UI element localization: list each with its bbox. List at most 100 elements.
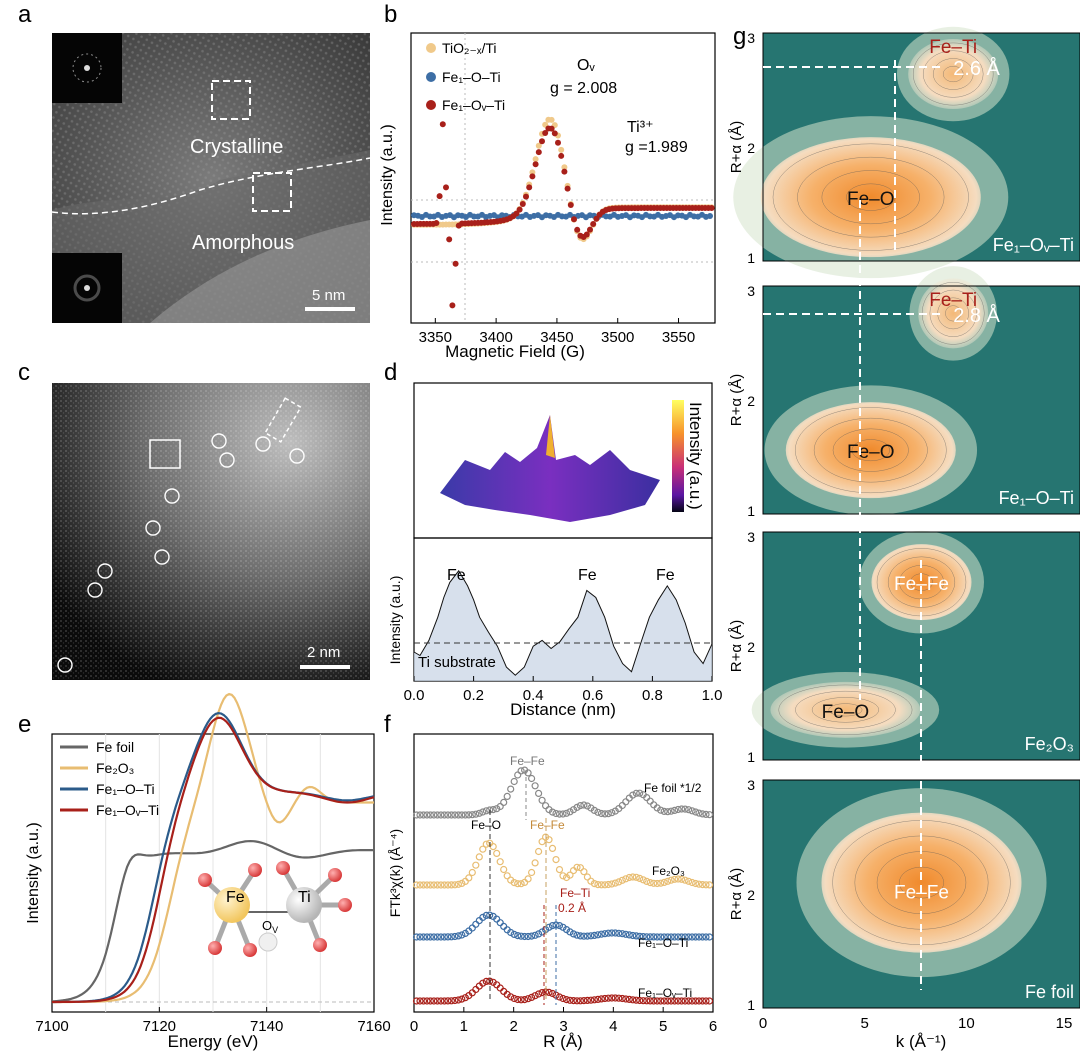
colorbar-label: Intensity (a.u.) <box>686 402 705 510</box>
f-point-fe1oti <box>653 933 661 941</box>
legend-e-4: Fe₁–Oᵥ–Ti <box>96 802 159 818</box>
f-point-foil <box>440 811 448 819</box>
f-point-fe2o3 <box>548 844 557 853</box>
amorphous-label: Amorphous <box>192 232 294 254</box>
f-point-fe2o3 <box>472 861 480 869</box>
b-point-ov <box>446 236 453 243</box>
f-point-fe1oti <box>657 933 665 941</box>
oxygen-atom <box>248 863 262 877</box>
f-point-fe2o3 <box>437 881 445 889</box>
legend-b-2-marker <box>426 72 436 82</box>
f-point-fe1oti <box>615 929 623 937</box>
f-point-fe1oti <box>639 932 647 941</box>
f-point-fe1ovti <box>615 994 623 1002</box>
panel-label-c: c <box>18 359 30 386</box>
f-point-fe2o3 <box>412 881 421 889</box>
crystalline-label: Crystalline <box>190 136 283 158</box>
f-point-foil <box>482 807 490 815</box>
f-point-fe1oti <box>681 933 689 941</box>
f-point-fe1oti <box>419 933 428 941</box>
f-point-foil <box>496 802 504 811</box>
f-point-fe2o3 <box>594 880 602 889</box>
b-point-ov <box>516 206 523 213</box>
wt-lobe <box>760 137 981 258</box>
g-map-name: Fe₁–O–Ti <box>999 488 1074 508</box>
f-point-foil <box>437 811 445 819</box>
f-point-fe2o3 <box>702 881 710 889</box>
wt-contour <box>942 66 964 83</box>
f-point-fe1ovti <box>660 997 668 1005</box>
f-point-fe1ovti <box>545 988 553 997</box>
f-point-fe1oti <box>674 933 682 941</box>
g-bond-low: Fe–O <box>822 702 870 723</box>
b-point-ov <box>571 216 577 223</box>
b-point-ov <box>558 152 565 159</box>
f-point-fe2o3 <box>458 879 466 888</box>
f-point-fe1oti <box>705 933 714 941</box>
wt-contour <box>912 42 994 106</box>
f-point-fe1oti <box>604 929 612 937</box>
f-point-fe1oti <box>444 933 452 941</box>
oxygen-atom <box>328 868 342 882</box>
f-point-fe2o3 <box>545 836 553 844</box>
f-point-fe1ovti <box>639 997 647 1005</box>
f-tick-label: 0 <box>410 1018 418 1035</box>
f-point-foil <box>573 803 581 812</box>
f-point-fe1oti <box>545 923 553 931</box>
f-point-fe2o3 <box>611 879 619 887</box>
b-point-ov <box>564 185 571 192</box>
f-point-fe1ovti <box>702 997 710 1005</box>
f-point-fe2o3 <box>604 880 612 889</box>
oxygen-atom <box>313 938 327 952</box>
inset-ti-label: Ti <box>298 889 311 906</box>
f-point-fe2o3 <box>510 878 518 887</box>
g-ylabel: R+α (Å) <box>728 620 745 672</box>
wt-frame <box>762 779 1080 1009</box>
f-tick-label: 4 <box>609 1018 617 1035</box>
d-tick-label: 0.4 <box>523 687 544 704</box>
f-point-fe2o3 <box>423 881 431 889</box>
fft-center-bottom <box>84 285 90 291</box>
fe-atom <box>214 887 250 923</box>
inset-fe-label: Fe <box>226 889 245 906</box>
f-point-fe1oti <box>667 933 675 941</box>
b-point-ov <box>532 161 539 168</box>
oxygen-atom <box>276 861 290 875</box>
f-point-foil <box>601 810 609 818</box>
b-point-ov <box>449 302 456 309</box>
wt-lobe <box>871 544 972 621</box>
b-series <box>411 116 715 309</box>
f-point-fe2o3 <box>650 879 658 887</box>
f-point-fe1ovti <box>569 996 578 1005</box>
f-point-foil <box>636 789 644 797</box>
f-point-foil <box>559 810 567 818</box>
f-point-fe1ovti <box>520 995 529 1004</box>
wt-map: 1 2 3 R+α (Å) Fe–Ti Fe–O Fe₁–Oᵥ–Ti 2.6 Å <box>728 26 1080 279</box>
g-ylabel: R+α (Å) <box>728 868 745 920</box>
f-point-fe1oti <box>517 932 525 940</box>
scalebar-a <box>305 307 355 311</box>
f-point-fe2o3 <box>440 881 448 889</box>
f-point-foil <box>566 808 574 816</box>
g-ytick-label: 2 <box>747 887 755 903</box>
f-point-foil <box>472 810 480 818</box>
f-point-fe2o3 <box>451 881 459 889</box>
f-point-fe1ovti <box>597 995 606 1003</box>
g-ytick-label: 1 <box>747 503 755 519</box>
f-point-fe1oti <box>437 933 445 941</box>
panel-a: a Crystalline Amorphous 5 nm <box>18 1 371 323</box>
legend-b-2: Fe₁–O–Ti <box>442 69 501 85</box>
f-point-fe1ovti <box>479 979 487 987</box>
f-point-fe1oti <box>594 931 602 939</box>
g-ytick-label: 1 <box>747 250 755 266</box>
f-point-fe2o3 <box>531 859 539 867</box>
wt-contour <box>945 305 962 322</box>
d-tick-label: 0.0 <box>404 687 425 704</box>
f-point-fe1oti <box>520 932 529 941</box>
panel-d: d Intensity (a.u.) Ti substrate Fe Fe Fe… <box>384 359 722 719</box>
f-point-fe1ovti <box>461 994 469 1002</box>
atom-circle <box>145 520 161 536</box>
g-bond-top: Fe–Ti <box>929 290 977 311</box>
surface-peak <box>546 415 555 458</box>
f-point-fe2o3 <box>688 878 696 887</box>
